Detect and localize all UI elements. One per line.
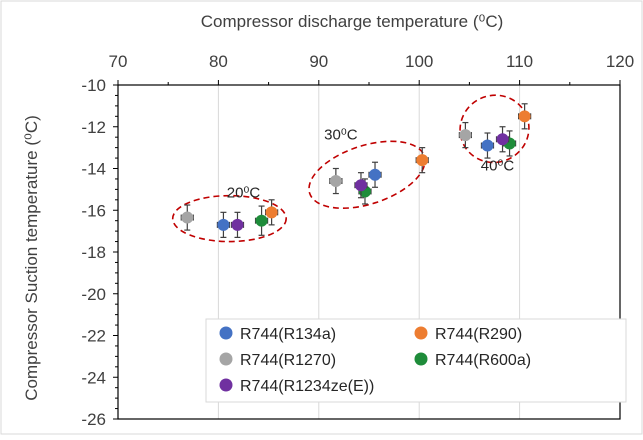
marker [181,211,194,224]
y-tick-label: -26 [81,410,106,429]
y-tick-label: -12 [81,118,106,137]
data-point [517,103,532,130]
axis-ticks: 70 80 90 100 110 120 -26 -24 -22 -20 -18 -16 -14 -12 -… [81,52,634,429]
legend-label: R744(R1270) [240,352,336,369]
y-tick-label: -18 [81,243,106,262]
data-point [264,199,279,226]
x-tick-label: 110 [506,52,533,71]
data-point [216,211,231,238]
x-axis-title: Compressor discharge temperature (⁰C) [201,12,504,31]
marker [231,218,244,231]
marker [416,154,429,167]
x-tick-label: 100 [405,52,433,71]
data-point [354,172,368,199]
marker [481,139,494,152]
marker [255,214,268,227]
data-point [254,205,269,236]
marker [459,129,472,142]
legend-label: R744(R1234ze(E)) [240,378,374,395]
legend-marker [219,326,233,340]
y-tick-label: -20 [81,285,106,304]
data-point [230,211,245,238]
temperature-label: 30⁰C [324,126,358,143]
temperature-label: 40⁰C [481,158,515,175]
cluster-ellipse [171,194,287,243]
y-tick-label: -22 [81,327,106,346]
legend: R744(R134a) R744(R290) R744(R1270) R744(R60… [205,318,627,403]
y-axis-title: Compressor Suction temperature (⁰C) [22,115,41,401]
legend-label: R744(R290) [435,326,522,343]
y-tick-label: -16 [81,201,106,220]
data-points [180,103,532,238]
marker [354,179,367,192]
marker [369,168,382,181]
legend-label: R744(R600a) [435,352,531,369]
x-tick-label: 120 [606,52,634,71]
legend-marker [414,352,428,366]
annotations: 20⁰C 30⁰C 40⁰C [227,126,515,201]
data-point [480,132,495,159]
y-tick-label: -10 [81,76,106,95]
x-tick-label: 80 [209,52,228,71]
data-point [415,147,429,174]
marker [217,218,230,231]
legend-marker [219,378,233,392]
data-point [368,161,382,188]
legend-marker [414,326,428,340]
legend-label: R744(R134a) [240,326,336,343]
x-tick-label: 70 [109,52,128,71]
x-tick-label: 90 [309,52,328,71]
data-point [329,167,343,195]
y-tick-label: -24 [81,368,106,387]
marker [329,175,342,188]
y-tick-label: -14 [81,160,106,179]
legend-marker [219,352,233,366]
marker [518,110,531,123]
marker [496,133,509,146]
data-point [458,121,473,149]
data-point [180,204,194,231]
temperature-label: 20⁰C [227,185,261,202]
data-point [495,126,510,153]
marker [265,206,278,219]
